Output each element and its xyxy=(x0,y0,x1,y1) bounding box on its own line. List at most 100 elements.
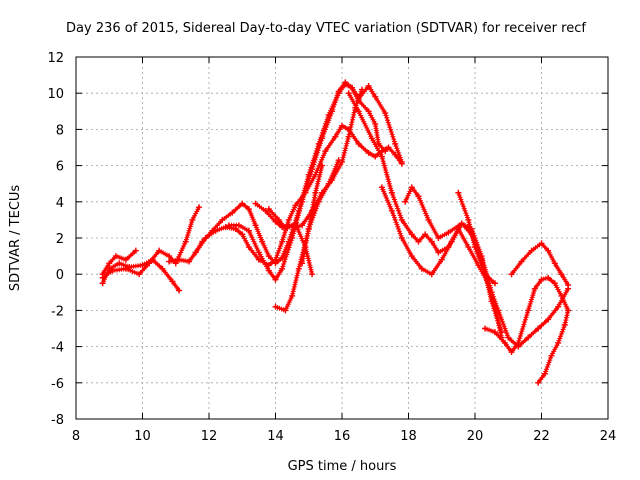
data-point xyxy=(332,133,339,140)
x-tick-label: 18 xyxy=(400,429,417,444)
series-line xyxy=(417,195,503,339)
data-point xyxy=(355,108,362,115)
data-point xyxy=(508,271,515,278)
data-point xyxy=(531,285,538,292)
x-tick-label: 24 xyxy=(600,429,617,444)
data-point xyxy=(408,184,415,191)
data-point xyxy=(99,280,106,287)
data-point xyxy=(299,198,306,205)
data-point xyxy=(225,222,232,229)
data-point xyxy=(305,225,312,232)
data-point xyxy=(272,276,279,283)
y-tick-label: 0 xyxy=(56,268,64,283)
data-point xyxy=(319,162,326,169)
data-point xyxy=(235,222,242,229)
data-point xyxy=(545,247,552,254)
data-point xyxy=(435,249,442,256)
series-line xyxy=(254,88,364,229)
series-arc-3 xyxy=(99,204,203,281)
series-arc-4 xyxy=(166,122,405,269)
data-point xyxy=(415,238,422,245)
data-point xyxy=(388,207,395,214)
data-point xyxy=(176,256,183,263)
x-tick-label: 16 xyxy=(334,429,351,444)
data-point xyxy=(445,229,452,236)
series-line xyxy=(101,258,181,292)
data-point xyxy=(385,144,392,151)
data-point xyxy=(265,267,272,274)
data-point xyxy=(222,224,229,231)
data-point xyxy=(192,249,199,256)
y-axis-label: SDTVAR / TECUs xyxy=(8,185,23,292)
y-tick-label: -4 xyxy=(51,341,64,356)
data-point xyxy=(259,238,266,245)
data-point xyxy=(116,260,123,267)
data-point xyxy=(265,253,272,260)
data-point xyxy=(279,254,286,261)
data-point xyxy=(309,166,316,173)
data-point xyxy=(558,292,565,299)
data-point xyxy=(398,235,405,241)
data-point xyxy=(541,370,548,377)
y-tick-label: 6 xyxy=(56,160,64,175)
data-point xyxy=(319,135,326,142)
data-point xyxy=(229,209,236,216)
series-line xyxy=(347,91,570,348)
data-point xyxy=(485,274,492,281)
data-point xyxy=(199,238,206,245)
grid xyxy=(76,57,608,419)
x-tick-label: 12 xyxy=(201,429,218,444)
data-point xyxy=(219,216,226,223)
data-point xyxy=(122,265,129,272)
data-point xyxy=(465,216,472,223)
data-point xyxy=(435,235,442,241)
data-point xyxy=(329,108,336,115)
data-point xyxy=(365,149,372,156)
data-point xyxy=(491,329,498,336)
data-point xyxy=(408,231,415,238)
data-point xyxy=(279,265,286,272)
data-point xyxy=(375,140,382,147)
data-point xyxy=(289,235,296,241)
data-point xyxy=(478,262,485,269)
data-point xyxy=(239,231,246,238)
data-point xyxy=(551,280,558,287)
data-point xyxy=(299,260,306,267)
data-point xyxy=(345,90,352,97)
data-point xyxy=(232,225,239,232)
data-point xyxy=(272,260,279,267)
data-point xyxy=(196,204,203,211)
data-point xyxy=(538,276,545,283)
data-point xyxy=(255,249,262,256)
data-point xyxy=(252,222,259,229)
data-point xyxy=(99,274,106,281)
data-point xyxy=(565,307,572,314)
series-group xyxy=(99,79,572,386)
data-point xyxy=(252,200,259,207)
data-point xyxy=(169,278,176,285)
data-point-marker xyxy=(416,193,504,338)
data-point xyxy=(322,148,329,155)
data-point xyxy=(275,216,282,223)
data-point xyxy=(472,244,478,251)
data-point xyxy=(525,307,532,314)
data-point xyxy=(139,262,146,269)
series-arc-18 xyxy=(535,307,572,386)
x-tick-label: 8 xyxy=(72,429,80,444)
data-point xyxy=(309,271,316,278)
data-point xyxy=(292,202,299,209)
data-point xyxy=(555,303,562,310)
series-arc-10 xyxy=(299,162,326,267)
x-tick-label: 22 xyxy=(533,429,550,444)
data-point xyxy=(272,218,279,225)
y-tick-label: -8 xyxy=(51,413,64,428)
data-point xyxy=(535,325,542,332)
data-point xyxy=(182,238,189,245)
data-point xyxy=(282,225,289,232)
data-point xyxy=(518,258,525,265)
data-point xyxy=(448,238,455,245)
data-point xyxy=(272,303,279,310)
data-point xyxy=(355,140,362,147)
